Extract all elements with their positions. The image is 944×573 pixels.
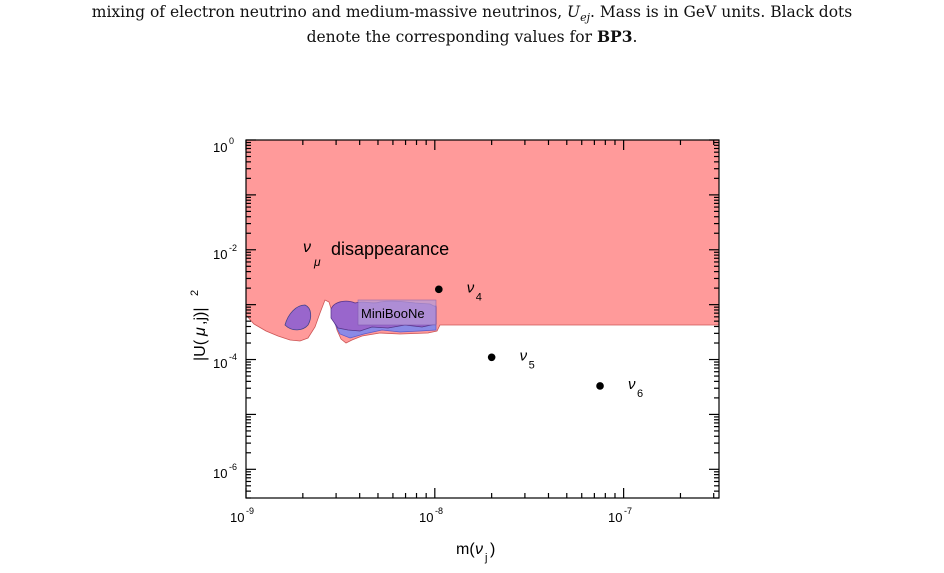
svg-text:ν: ν	[475, 541, 483, 558]
point-label-subscript: 5	[529, 359, 535, 371]
y-axis-label: |U( μ ,j)| 2	[189, 290, 209, 361]
caption-line-2: denote the corresponding values for BP3.	[0, 25, 944, 49]
svg-text:10: 10	[213, 356, 227, 371]
caption-bold: BP3	[596, 27, 633, 46]
caption-text: .	[632, 28, 638, 46]
plot-regions	[246, 140, 719, 344]
plot-frame	[245, 139, 720, 499]
caption-line-1: mixing of electron neutrino and medium-m…	[0, 1, 944, 29]
svg-text:j: j	[484, 552, 487, 564]
y-tick-labels: 10 0 10 -2 10 -4 10 -6	[213, 136, 237, 481]
caption-symbol-subscript: ej	[580, 11, 591, 25]
svg-text:-7: -7	[624, 506, 632, 516]
svg-text:2: 2	[189, 290, 201, 296]
svg-text:m(: m(	[456, 541, 475, 558]
svg-text:10: 10	[213, 140, 227, 155]
region-label-symbol: ν	[303, 239, 311, 256]
svg-text:,j)|: ,j)|	[192, 308, 209, 325]
svg-text:-6: -6	[229, 462, 237, 472]
svg-text:0: 0	[229, 136, 234, 146]
bp3-point-4	[435, 285, 443, 294]
caption-text: mixing of electron neutrino and medium-m…	[91, 3, 568, 21]
disappearance-region	[246, 140, 719, 344]
svg-text:-8: -8	[435, 506, 443, 516]
caption-text: . Mass is in GeV units. Black dots	[590, 3, 853, 21]
svg-text:-4: -4	[229, 352, 237, 362]
point-label-symbol: ν	[520, 347, 528, 364]
bp3-point-6	[596, 382, 604, 390]
point-label-symbol: ν	[628, 376, 636, 393]
point-label-subscript: 4	[476, 291, 482, 303]
x-tick-labels: 10 -9 10 -8 10 -7	[230, 506, 632, 525]
svg-text:10: 10	[213, 466, 227, 481]
svg-text:): )	[490, 541, 495, 558]
point-label-symbol: ν	[467, 279, 475, 296]
svg-text:10: 10	[213, 247, 227, 262]
region-label-symbol-sub: μ	[313, 255, 321, 269]
caption-symbol: U	[567, 3, 581, 21]
svg-text:10: 10	[608, 510, 622, 525]
svg-text:-2: -2	[229, 243, 237, 253]
point-label-subscript: 6	[637, 388, 643, 400]
region-label-miniboone: MiniBooNe	[361, 306, 425, 321]
x-axis-label: m( ν j )	[456, 541, 495, 564]
svg-text:|U(: |U(	[192, 339, 209, 361]
svg-text:10: 10	[419, 510, 433, 525]
svg-text:-9: -9	[246, 506, 254, 516]
bp3-point-5	[487, 353, 496, 362]
miniboone-label-box	[357, 299, 437, 326]
svg-text:10: 10	[230, 510, 244, 525]
miniboone-island-1	[284, 304, 312, 331]
svg-text:μ: μ	[192, 327, 209, 337]
caption-text: denote the corresponding values for	[306, 28, 597, 46]
axis-ticks	[245, 139, 719, 499]
region-label-disappearance: disappearance	[331, 239, 449, 259]
